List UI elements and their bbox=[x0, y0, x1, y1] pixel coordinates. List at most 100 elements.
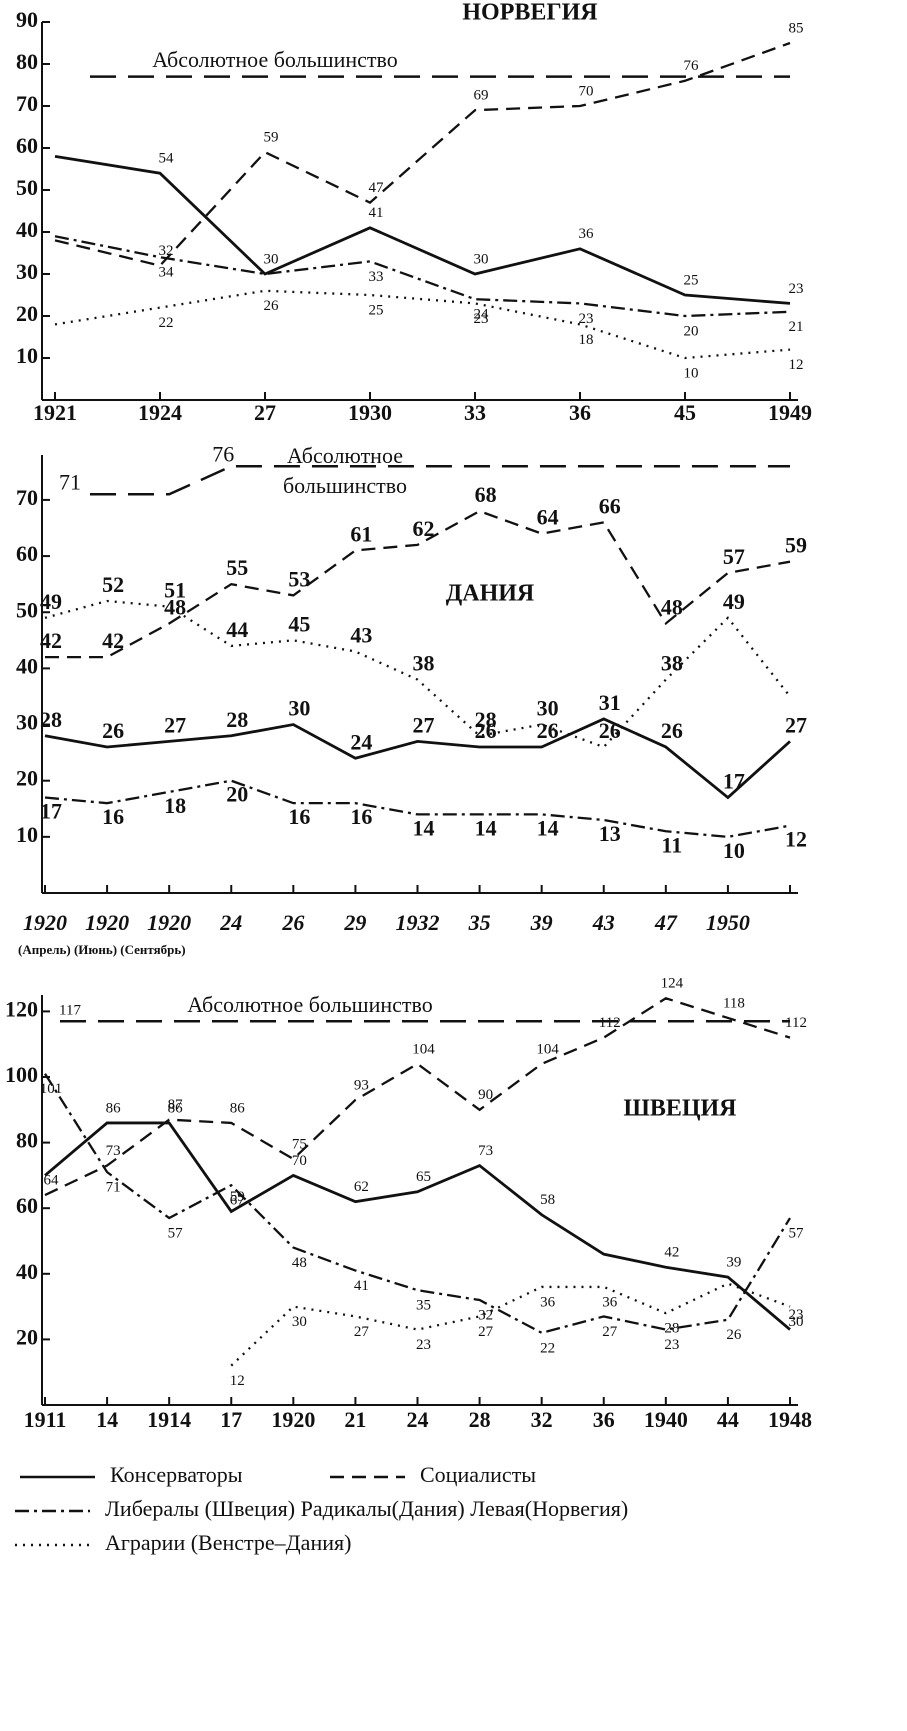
data-label: 44 bbox=[226, 617, 248, 642]
data-label: 14 bbox=[537, 815, 559, 840]
data-label: 64 bbox=[44, 1173, 60, 1189]
data-label: 26 bbox=[599, 718, 621, 743]
data-label: 112 bbox=[599, 1015, 621, 1031]
series-line bbox=[45, 509, 791, 659]
series-line bbox=[54, 155, 791, 305]
data-label: 38 bbox=[661, 651, 683, 676]
data-label: 23 bbox=[664, 1337, 679, 1353]
data-label: 42 bbox=[102, 628, 124, 653]
y-tick-label: 20 bbox=[16, 1324, 38, 1349]
data-label: 87 bbox=[168, 1097, 184, 1113]
y-tick-label: 80 bbox=[16, 1128, 38, 1153]
data-label: 27 bbox=[164, 712, 186, 737]
data-label: 21 bbox=[789, 319, 804, 335]
data-label: 26 bbox=[475, 718, 497, 743]
x-tick-label: 29 bbox=[343, 910, 366, 935]
majority-line bbox=[90, 464, 790, 496]
y-tick-label: 60 bbox=[16, 1193, 38, 1218]
data-label: 20 bbox=[684, 323, 699, 339]
chart-title: ДАНИЯ bbox=[446, 581, 535, 607]
y-tick-label: 40 bbox=[16, 217, 38, 242]
x-tick-label: 24 bbox=[219, 910, 242, 935]
data-label: 68 bbox=[475, 482, 497, 507]
data-label: 57 bbox=[723, 544, 745, 569]
data-label: 28 bbox=[226, 707, 248, 732]
legend-label: Аграрии (Венстре–Дания) bbox=[105, 1530, 351, 1555]
data-label: 23 bbox=[789, 281, 804, 297]
majority-label: Абсолютное большинство bbox=[152, 47, 398, 72]
data-label: 59 bbox=[264, 130, 279, 146]
majority-label: Абсолютное большинство bbox=[187, 992, 433, 1017]
x-tick-label: 35 bbox=[468, 910, 491, 935]
y-tick-label: 20 bbox=[16, 766, 38, 791]
y-tick-label: 60 bbox=[16, 133, 38, 158]
majority-label: большинство bbox=[283, 473, 407, 498]
data-label: 17 bbox=[723, 769, 745, 794]
data-label: 45 bbox=[288, 611, 310, 636]
data-label: 67 bbox=[230, 1193, 246, 1209]
data-label: 26 bbox=[661, 718, 683, 743]
data-label: 104 bbox=[536, 1041, 559, 1057]
y-tick-label: 80 bbox=[16, 49, 38, 74]
data-label: 93 bbox=[354, 1077, 369, 1093]
data-label: 25 bbox=[369, 302, 384, 318]
y-tick-label: 70 bbox=[16, 91, 38, 116]
y-tick-label: 100 bbox=[5, 1062, 38, 1087]
x-tick-label: 45 bbox=[674, 400, 696, 425]
data-label: 12 bbox=[789, 357, 804, 373]
data-label: 24 bbox=[474, 307, 490, 323]
majority-value-label: 117 bbox=[59, 1003, 81, 1019]
data-label: 47 bbox=[369, 180, 385, 196]
data-label: 36 bbox=[540, 1294, 556, 1310]
x-tick-label: 1920 bbox=[147, 910, 191, 935]
data-label: 27 bbox=[413, 712, 435, 737]
data-label: 12 bbox=[785, 827, 807, 852]
data-label: 55 bbox=[226, 555, 248, 580]
data-label: 16 bbox=[102, 804, 124, 829]
data-label: 16 bbox=[350, 804, 372, 829]
x-tick-label: 1948 bbox=[768, 1407, 812, 1432]
data-label: 12 bbox=[230, 1373, 245, 1389]
data-label: 17 bbox=[40, 799, 62, 824]
data-label: 61 bbox=[350, 522, 372, 547]
data-label: 86 bbox=[230, 1100, 246, 1116]
x-tick-label: 21 bbox=[344, 1407, 366, 1432]
data-label: 58 bbox=[540, 1192, 555, 1208]
data-label: 65 bbox=[416, 1169, 431, 1185]
x-tick-label: 1949 bbox=[768, 400, 812, 425]
y-tick-label: 20 bbox=[16, 301, 38, 326]
y-tick-label: 10 bbox=[16, 343, 38, 368]
data-label: 53 bbox=[288, 566, 310, 591]
series-line bbox=[44, 1121, 791, 1331]
data-label: 24 bbox=[350, 729, 372, 754]
x-tick-label: 43 bbox=[592, 910, 615, 935]
data-label: 31 bbox=[599, 690, 621, 715]
x-tick-label: 26 bbox=[281, 910, 304, 935]
data-label: 76 bbox=[684, 58, 700, 74]
x-tick-label: 14 bbox=[96, 1407, 118, 1432]
data-label: 35 bbox=[416, 1298, 431, 1314]
data-label: 85 bbox=[789, 20, 804, 36]
data-label: 86 bbox=[106, 1100, 122, 1116]
x-tick-label: 44 bbox=[717, 1407, 739, 1432]
x-tick-label: 1930 bbox=[348, 400, 392, 425]
series-line bbox=[230, 1282, 791, 1367]
data-label: 48 bbox=[292, 1255, 307, 1271]
x-tick-label: 39 bbox=[530, 910, 553, 935]
data-label: 11 bbox=[661, 832, 682, 857]
x-tick-label: 1920 bbox=[271, 1407, 315, 1432]
data-label: 28 bbox=[40, 707, 62, 732]
x-tick-label: 17 bbox=[220, 1407, 242, 1432]
data-label: 38 bbox=[413, 651, 435, 676]
x-tick-label: 1932 bbox=[396, 910, 440, 935]
data-label: 49 bbox=[40, 589, 62, 614]
data-label: 23 bbox=[579, 311, 594, 327]
legend-label: Консерваторы bbox=[110, 1462, 243, 1487]
chart-title: НОРВЕГИЯ bbox=[462, 0, 597, 26]
data-label: 75 bbox=[292, 1136, 307, 1152]
majority-label: Абсолютное bbox=[287, 443, 403, 468]
data-label: 26 bbox=[537, 718, 559, 743]
data-label: 30 bbox=[264, 251, 279, 267]
data-label: 62 bbox=[413, 516, 435, 541]
legend-label: Либералы (Швеция) Радикалы(Дания) Левая(… bbox=[105, 1496, 628, 1521]
